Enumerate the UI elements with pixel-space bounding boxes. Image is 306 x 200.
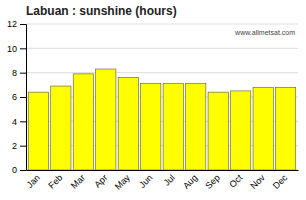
tick-label: May [113, 172, 132, 191]
bar [118, 78, 138, 170]
tick: May [113, 172, 132, 191]
tick: 8 [12, 68, 26, 78]
bar [276, 87, 296, 170]
bar [253, 87, 273, 170]
tick-mark [20, 24, 26, 25]
tick: Oct [227, 172, 244, 189]
tick: Feb [46, 173, 64, 191]
bar [51, 86, 71, 170]
bar [208, 92, 228, 170]
tick-label: Oct [227, 172, 244, 189]
bar [96, 69, 116, 170]
axis-line [20, 25, 27, 171]
tick: Jan [25, 173, 42, 190]
x-axis: JanFeb Mar AprMay Jun Jul AugSep OctNovDec [25, 171, 299, 192]
tick: 6 [12, 92, 26, 102]
tick-mark [20, 73, 26, 74]
tick: Mar [69, 173, 87, 191]
y-axis: 0 2 4 6 8 10 12 [7, 19, 27, 175]
tick: Nov [248, 172, 267, 191]
tick-label: 10 [7, 44, 17, 54]
tick: 10 [7, 44, 26, 54]
bar [231, 91, 251, 170]
tick-label: Jul [162, 173, 177, 188]
tick-label: Dec [271, 172, 290, 191]
tick-label: 0 [12, 165, 17, 175]
annotation: www.allmetsat.com [234, 29, 295, 36]
bar [163, 84, 183, 170]
tick-mark [20, 146, 26, 147]
tick: Aug [181, 173, 199, 191]
tick-label: 2 [12, 141, 17, 151]
title: Labuan : sunshine (hours) [26, 4, 177, 18]
tick: Jun [137, 173, 154, 190]
plot: 0 2 4 6 8 10 12 JanFeb Mar AprMay Jun Jul AugSep OctN… [7, 19, 299, 191]
tick-mark [20, 48, 26, 49]
tick: Jul [162, 173, 177, 188]
bars [28, 69, 296, 170]
tick-label: Mar [69, 173, 87, 191]
tick-label: Sep [203, 173, 221, 191]
grid-line [26, 24, 298, 25]
axis-line [27, 170, 299, 171]
bar [141, 84, 161, 170]
chart: Labuan : sunshine (hours) 0 2 4 6 8 10 12 JanFeb… [0, 0, 306, 200]
tick: 4 [12, 117, 26, 127]
tick-label: 6 [12, 92, 17, 102]
bar [73, 74, 93, 170]
tick-label: Apr [92, 173, 109, 190]
tick: Sep [203, 173, 221, 191]
tick-label: Jun [137, 173, 154, 190]
tick-label: 4 [12, 117, 17, 127]
tick-label: 12 [7, 19, 17, 29]
bar [186, 84, 206, 170]
tick: 0 [12, 165, 26, 175]
tick-mark [20, 121, 26, 122]
tick-label: Aug [181, 173, 199, 191]
tick: 12 [7, 19, 26, 29]
bar [28, 92, 48, 170]
tick-label: Jan [25, 173, 42, 190]
tick: Apr [92, 173, 109, 190]
tick: 2 [12, 141, 26, 151]
grid [26, 24, 298, 170]
tick-label: 8 [12, 68, 17, 78]
tick-mark [20, 97, 26, 98]
tick-label: Feb [46, 173, 64, 191]
tick-label: Nov [248, 172, 267, 191]
grid-line [26, 72, 298, 73]
grid-line [26, 48, 298, 49]
tick: Dec [271, 172, 290, 191]
tick-mark [20, 170, 26, 171]
